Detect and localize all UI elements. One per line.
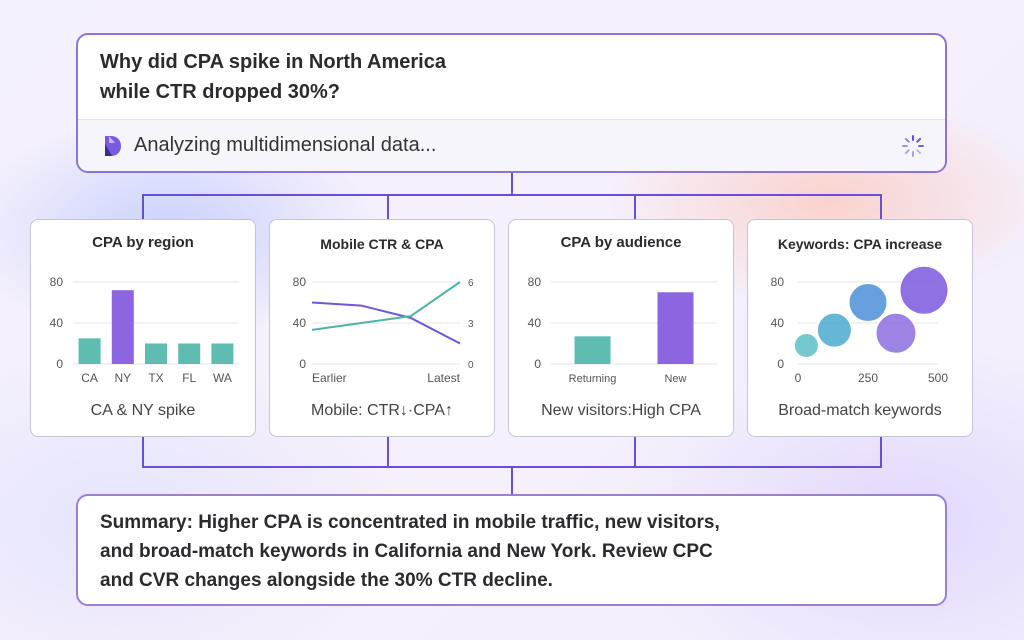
x-tick-label: Latest [427, 371, 460, 385]
y-tick-label: 80 [528, 275, 542, 289]
y2-tick-label: 6 [468, 278, 474, 289]
bar [211, 343, 234, 364]
connector-top-drop [142, 194, 144, 219]
connector-bottom-rise [142, 437, 144, 467]
cpa-by-audience-chart: 0 40 80 Returning New [528, 275, 717, 385]
y-tick-label: 0 [777, 357, 784, 371]
card-caption: CA & NY spike [90, 402, 196, 419]
connector-bottom-rise [634, 437, 636, 467]
bubble [816, 312, 852, 348]
y-tick-label: 80 [293, 275, 307, 289]
y-tick-label: 0 [299, 357, 306, 371]
card-caption: Mobile: CTR↓·CPA↑ [311, 402, 453, 419]
bubble [793, 333, 819, 359]
bar [657, 292, 694, 364]
connector-bottom-rise [880, 437, 882, 467]
summary-text: Summary: Higher CPA is concentrated in m… [100, 508, 840, 595]
x-tick-label: 0 [795, 371, 802, 385]
chart-card-mobile: Mobile CTR & CPA 0 40 80 0 3 6 Earlier Latest M… [269, 219, 495, 437]
x-tick-label: Earlier [312, 371, 347, 385]
connector-top-drop [634, 194, 636, 219]
chart-card-audience: CPA by audience 0 40 80 Returning New New vi… [508, 219, 734, 437]
y-tick-label: 40 [528, 316, 542, 330]
x-tick-label: 500 [928, 371, 948, 385]
summary-card: Summary: Higher CPA is concentrated in m… [76, 494, 947, 606]
chart-card-keywords: Keywords: CPA increase 0 40 80 0 250 500 Broa… [747, 219, 973, 437]
bar [111, 290, 134, 364]
series-line [311, 281, 461, 331]
bubble [875, 312, 917, 354]
x-tick-label: FL [182, 371, 196, 385]
analysis-status-bar: Analyzing multidimensional data... [78, 119, 945, 171]
connector-top-drop [880, 194, 882, 219]
card-title: CPA by audience [560, 234, 682, 251]
y-tick-label: 40 [50, 316, 64, 330]
keywords-cpa-chart: 0 40 80 0 250 500 [771, 265, 949, 385]
cpa-by-region-chart: 0 40 80 CA NY TX FL WA [50, 275, 239, 385]
summary-line-1: Summary: Higher CPA is concentrated in m… [100, 512, 720, 533]
y2-tick-label: 3 [468, 319, 474, 330]
x-tick-label: 250 [858, 371, 878, 385]
x-tick-label: TX [148, 371, 163, 385]
question-card: Why did CPA spike in North America while… [76, 33, 947, 173]
bar [78, 338, 101, 364]
card-title: CPA by region [92, 234, 194, 251]
y-tick-label: 80 [50, 275, 64, 289]
y-tick-label: 40 [293, 316, 307, 330]
card-title: Keywords: CPA increase [777, 236, 943, 252]
connector-top-bar [142, 194, 882, 196]
x-tick-label: NY [114, 371, 131, 385]
series-line [311, 301, 461, 345]
bar [178, 343, 201, 364]
y2-tick-label: 0 [468, 360, 474, 371]
question-line-2: while CTR dropped 30%? [100, 81, 341, 103]
y-tick-label: 40 [771, 316, 785, 330]
question-text: Why did CPA spike in North America while… [100, 47, 620, 107]
bar [574, 336, 611, 364]
chart-card-region: CPA by region 0 40 80 CA NY TX FL WA CA & NY sp… [30, 219, 256, 437]
summary-line-3: and CVR changes alongside the 30% CTR de… [100, 570, 553, 591]
bubble [899, 265, 949, 315]
card-caption: Broad-match keywords [778, 402, 942, 419]
status-text: Analyzing multidimensional data... [134, 134, 437, 156]
connector-top-stem [511, 173, 513, 195]
connector-bottom-stem [511, 466, 513, 494]
mobile-ctr-cpa-chart: 0 40 80 0 3 6 Earlier Latest [293, 275, 474, 385]
summary-line-2: and broad-match keywords in California a… [100, 541, 713, 562]
card-caption: New visitors:High CPA [541, 402, 701, 419]
x-tick-label: Returning [569, 373, 617, 385]
y-tick-label: 0 [534, 357, 541, 371]
x-tick-label: WA [213, 371, 232, 385]
card-title: Mobile CTR & CPA [320, 236, 444, 252]
y-tick-label: 0 [56, 357, 63, 371]
bubble [848, 283, 888, 322]
app-logo-icon [103, 134, 123, 163]
connector-top-drop [387, 194, 389, 219]
question-line-1: Why did CPA spike in North America [100, 51, 446, 73]
loading-spinner-icon [901, 134, 925, 163]
x-tick-label: New [664, 373, 686, 385]
y-tick-label: 80 [771, 275, 785, 289]
connector-bottom-rise [387, 437, 389, 467]
x-tick-label: CA [81, 371, 98, 385]
bar [145, 343, 167, 364]
